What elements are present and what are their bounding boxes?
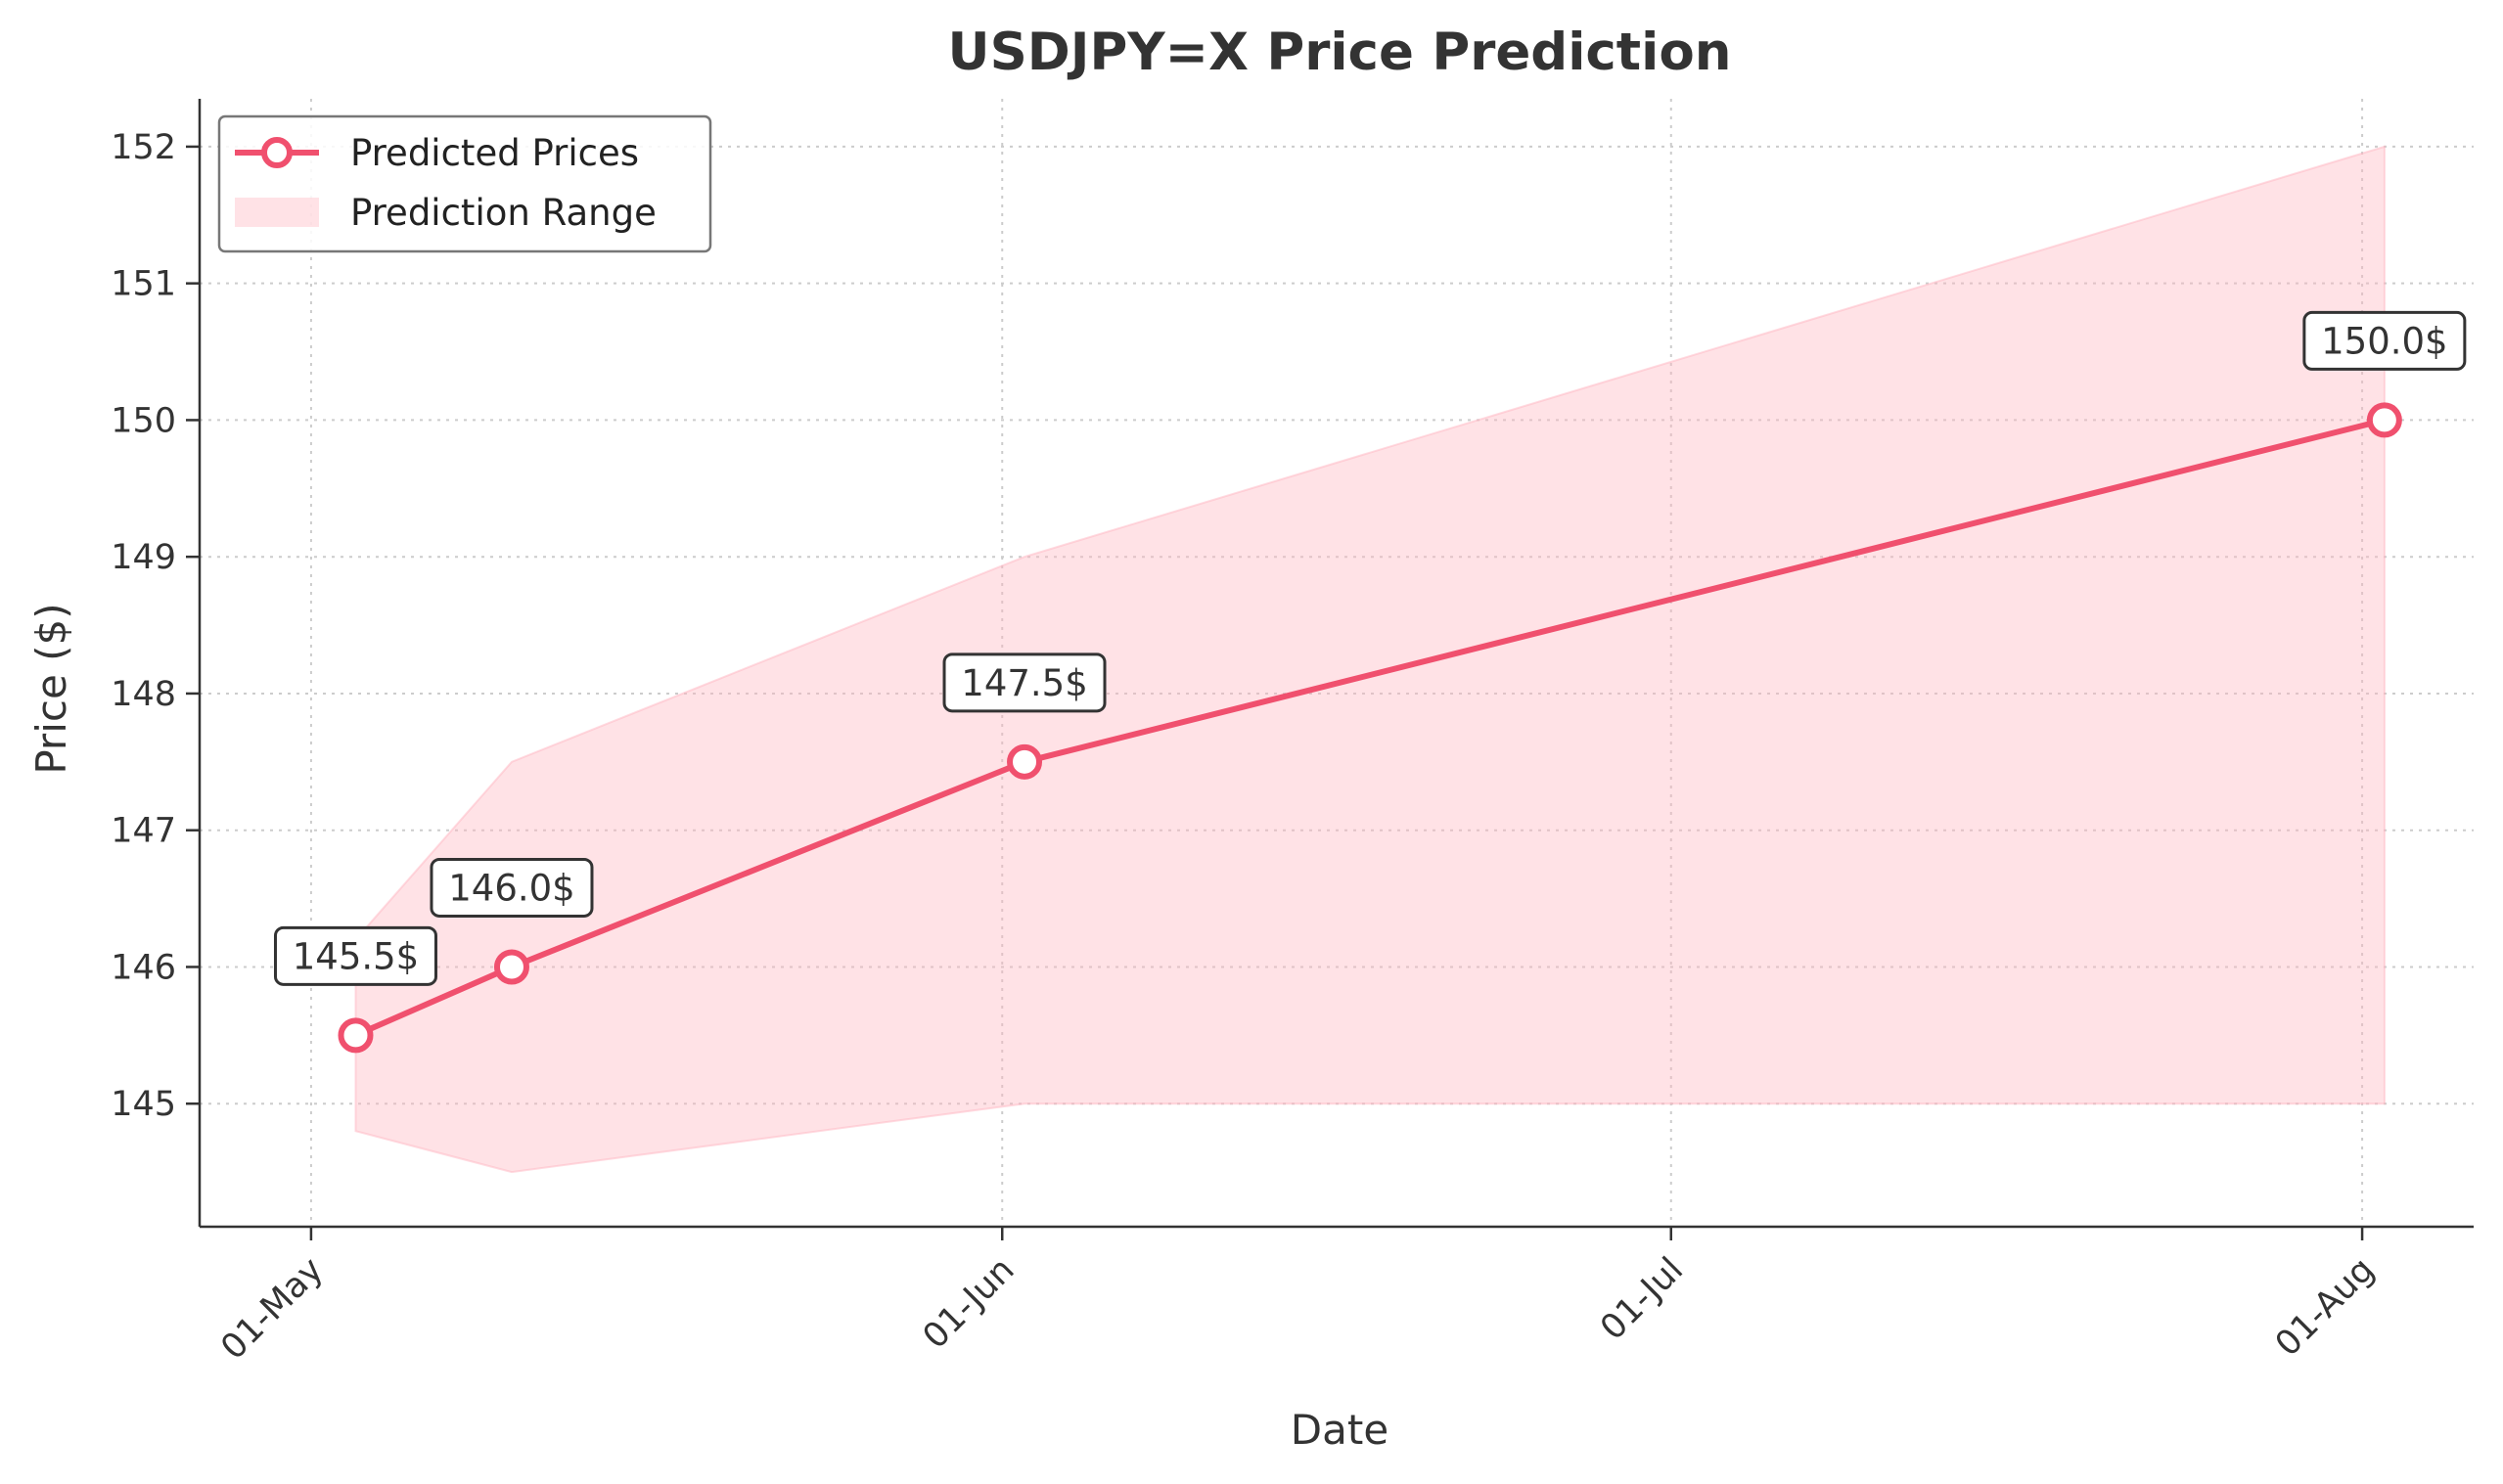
data-label: 147.5$ xyxy=(942,652,1107,713)
data-label-box xyxy=(273,925,437,986)
legend: Predicted Prices Prediction Range xyxy=(217,114,712,253)
data-label-text: 146.0$ xyxy=(448,867,574,909)
x-tick-label: 01-Jun xyxy=(916,1250,1023,1357)
data-label: 150.0$ xyxy=(2302,310,2467,371)
data-label-box xyxy=(942,652,1107,713)
data-labels-layer: 145.5$ 146.0$ 147.5$ 150.0$ xyxy=(273,310,2467,986)
data-label: 146.0$ xyxy=(430,857,594,918)
y-tick-label: 148 xyxy=(111,675,176,714)
legend-prediction-range-swatch xyxy=(235,198,319,227)
predicted-prices-line xyxy=(354,417,2386,1039)
predicted-price-point xyxy=(338,1017,374,1054)
y-tick-label: 149 xyxy=(111,538,176,577)
data-label: 145.5$ xyxy=(273,925,437,986)
y-tick-label: 150 xyxy=(111,401,176,440)
x-tick-label: 01-Jul xyxy=(1593,1250,1691,1348)
y-tick-label: 152 xyxy=(111,128,176,167)
y-tick-label: 146 xyxy=(111,948,176,987)
legend-box xyxy=(217,114,712,253)
legend-predicted-prices-marker xyxy=(261,137,293,168)
legend-predicted-prices-label: Predicted Prices xyxy=(350,132,639,174)
data-label-box xyxy=(2302,310,2467,371)
prediction-range-layer xyxy=(354,145,2386,1174)
predicted-prices-layer xyxy=(338,402,2402,1054)
predicted-price-point xyxy=(1007,743,1043,780)
x-tick-label: 01-May xyxy=(213,1250,331,1368)
prediction-range-band xyxy=(354,145,2386,1174)
y-tick-label: 147 xyxy=(111,812,176,851)
y-tick-label: 151 xyxy=(111,265,176,304)
y-axis-title: Price ($) xyxy=(27,603,75,774)
data-label-box xyxy=(430,857,594,918)
predicted-price-point xyxy=(493,949,529,985)
predicted-price-point xyxy=(2366,402,2402,438)
x-axis-title: Date xyxy=(1291,1406,1388,1454)
legend-prediction-range-label: Prediction Range xyxy=(350,192,657,234)
data-label-text: 147.5$ xyxy=(961,662,1087,704)
chart-title: USDJPY=X Price Prediction xyxy=(948,22,1732,82)
y-tick-label: 145 xyxy=(111,1085,176,1124)
data-label-text: 145.5$ xyxy=(293,935,419,977)
data-label-text: 150.0$ xyxy=(2321,320,2447,362)
x-tick-label: 01-Aug xyxy=(2268,1250,2382,1364)
